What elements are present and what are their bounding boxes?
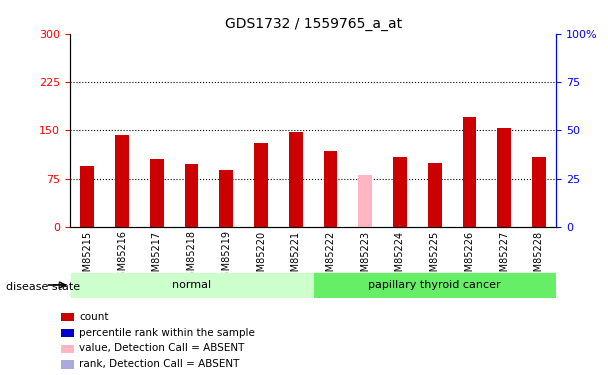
Text: GSM85228: GSM85228 — [534, 231, 544, 284]
Text: GSM85215: GSM85215 — [82, 231, 92, 284]
Bar — [61, 360, 74, 369]
Bar — [289, 132, 303, 227]
Bar — [463, 117, 477, 227]
Text: GSM85223: GSM85223 — [360, 231, 370, 284]
Bar — [497, 128, 511, 227]
Text: count: count — [79, 312, 109, 322]
Text: GSM85217: GSM85217 — [152, 231, 162, 284]
Text: value, Detection Call = ABSENT: value, Detection Call = ABSENT — [79, 344, 244, 353]
Bar — [254, 143, 268, 227]
Bar — [219, 170, 233, 227]
Text: GSM85218: GSM85218 — [187, 231, 196, 284]
Bar — [428, 162, 441, 227]
Text: GSM85224: GSM85224 — [395, 231, 405, 284]
Text: rank, Detection Call = ABSENT: rank, Detection Call = ABSENT — [79, 359, 240, 369]
Text: papillary thyroid cancer: papillary thyroid cancer — [368, 280, 501, 290]
Text: percentile rank within the sample: percentile rank within the sample — [79, 328, 255, 338]
Bar — [532, 158, 546, 227]
Title: GDS1732 / 1559765_a_at: GDS1732 / 1559765_a_at — [224, 17, 402, 32]
Bar — [393, 158, 407, 227]
Text: GSM85219: GSM85219 — [221, 231, 231, 284]
Text: GSM85221: GSM85221 — [291, 231, 301, 284]
Bar — [323, 151, 337, 227]
Text: normal: normal — [172, 280, 211, 290]
Text: GSM85222: GSM85222 — [325, 231, 336, 284]
Bar — [61, 329, 74, 337]
Bar — [150, 159, 164, 227]
Text: GSM85227: GSM85227 — [499, 231, 510, 284]
Text: GSM85216: GSM85216 — [117, 231, 127, 284]
Text: GSM85220: GSM85220 — [256, 231, 266, 284]
Bar — [313, 272, 556, 298]
Bar — [185, 164, 198, 227]
Bar — [115, 135, 129, 227]
Text: disease state: disease state — [6, 282, 80, 292]
Bar — [61, 313, 74, 321]
Bar — [61, 345, 74, 353]
Text: GSM85225: GSM85225 — [430, 231, 440, 284]
Bar — [80, 166, 94, 227]
Text: GSM85226: GSM85226 — [465, 231, 474, 284]
Bar — [358, 176, 372, 227]
Bar — [70, 272, 313, 298]
